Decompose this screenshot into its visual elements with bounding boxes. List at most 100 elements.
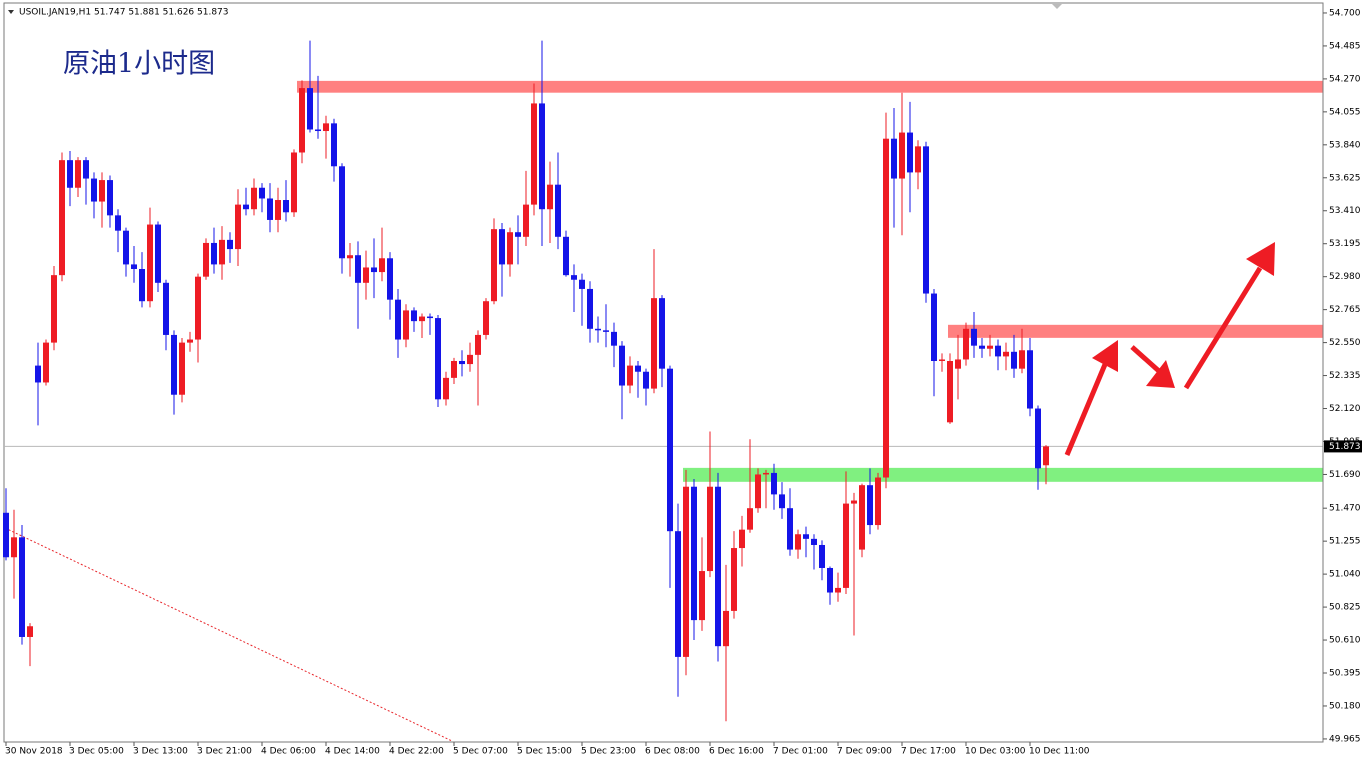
candle-body (507, 232, 513, 265)
candle-body (635, 365, 641, 372)
candle-body (1027, 350, 1033, 409)
candle-body (523, 204, 529, 237)
candle-body (499, 229, 505, 265)
x-tick-label: 7 Dec 09:00 (837, 747, 892, 757)
y-tick-label: 52.550 (1329, 338, 1361, 348)
x-tick-label: 7 Dec 01:00 (773, 747, 828, 757)
candle-body (955, 359, 961, 369)
candle-body (771, 472, 777, 495)
y-tick-label: 51.255 (1329, 537, 1361, 547)
candle-body (531, 103, 537, 205)
candle-body (59, 160, 65, 276)
candle-body (123, 230, 129, 265)
candle-body (419, 316, 425, 322)
candle-body (291, 152, 297, 213)
candle-body (395, 299, 401, 340)
candle-body (51, 275, 57, 343)
candle-body (19, 537, 25, 637)
candle-body (835, 587, 841, 593)
y-tick-label: 49.965 (1329, 734, 1361, 744)
x-tick-label: 4 Dec 14:00 (325, 747, 380, 757)
candle-body (387, 258, 393, 300)
candle-body (235, 204, 241, 250)
candle-body (267, 198, 273, 220)
candle-body (563, 236, 569, 276)
candle-body (187, 339, 193, 343)
candle-body (275, 200, 281, 220)
candle-body (99, 180, 105, 202)
candle-body (851, 500, 857, 504)
y-tick-label: 54.055 (1329, 107, 1361, 117)
y-tick-label: 52.765 (1329, 305, 1361, 315)
y-tick-label: 51.040 (1329, 570, 1361, 580)
y-tick-label: 54.700 (1329, 8, 1361, 18)
price-axis-bg (1324, 0, 1365, 765)
y-tick-label: 54.270 (1329, 74, 1361, 84)
candle-body (595, 328, 601, 331)
x-tick-label: 3 Dec 13:00 (133, 747, 188, 757)
candle-body (611, 331, 617, 346)
candle-body (739, 529, 745, 549)
candle-body (491, 229, 497, 302)
candle-body (483, 301, 489, 335)
candle-body (875, 477, 881, 526)
price-zone (948, 324, 1323, 338)
candle-body (867, 485, 873, 526)
candle-body (539, 103, 545, 210)
candle-body (115, 215, 121, 231)
candle-body (795, 534, 801, 550)
candle-body (251, 187, 257, 210)
candle-body (779, 494, 785, 509)
candle-body (339, 166, 345, 259)
candle-body (11, 537, 17, 558)
candle-body (827, 567, 833, 593)
candle-body (811, 538, 817, 545)
y-tick-label: 51.690 (1329, 470, 1361, 480)
arrow-down (1130, 345, 1162, 374)
current-price-box (1324, 440, 1362, 453)
candle-body (627, 365, 633, 386)
candle-body (987, 345, 993, 349)
candle-body (715, 486, 721, 647)
scroll-marker (1052, 4, 1062, 9)
arrow-up-2 (1183, 266, 1263, 390)
menu-triangle (8, 10, 14, 14)
candle-body (579, 279, 585, 289)
candle-body (179, 342, 185, 395)
candle-body (219, 239, 225, 265)
candle-body (355, 255, 361, 283)
x-tick-label: 30 Nov 2018 (5, 747, 63, 757)
x-tick-label: 5 Dec 23:00 (581, 747, 636, 757)
candle-body (891, 138, 897, 179)
candle-body (947, 361, 953, 423)
candle-body (403, 310, 409, 340)
candle-body (435, 318, 441, 400)
candle-body (667, 368, 673, 532)
candle-body (915, 146, 921, 173)
y-tick-label: 53.410 (1329, 206, 1361, 216)
candle-body (27, 626, 33, 637)
candle-body (979, 345, 985, 349)
candle-body (723, 610, 729, 647)
candle-body (363, 267, 369, 283)
candle-body (547, 184, 553, 210)
x-tick-label: 10 Dec 03:00 (965, 747, 1026, 757)
candle-body (163, 282, 169, 335)
arrow-head-2 (1146, 360, 1175, 388)
candle-body (467, 354, 473, 365)
candle-body (659, 298, 665, 369)
trend-line (4, 527, 453, 742)
candle-body (307, 88, 313, 130)
candle-body (763, 472, 769, 475)
candle-body (971, 328, 977, 346)
x-tick-label: 6 Dec 16:00 (709, 747, 764, 757)
forecast-arrows (1064, 266, 1263, 456)
price-zone (683, 467, 1323, 482)
current-price-label: 51.873 (1329, 442, 1361, 452)
candle-body (299, 88, 305, 153)
candle-body (75, 160, 81, 188)
candle-body (283, 200, 289, 213)
candle-body (35, 365, 41, 383)
candle-body (379, 258, 385, 273)
